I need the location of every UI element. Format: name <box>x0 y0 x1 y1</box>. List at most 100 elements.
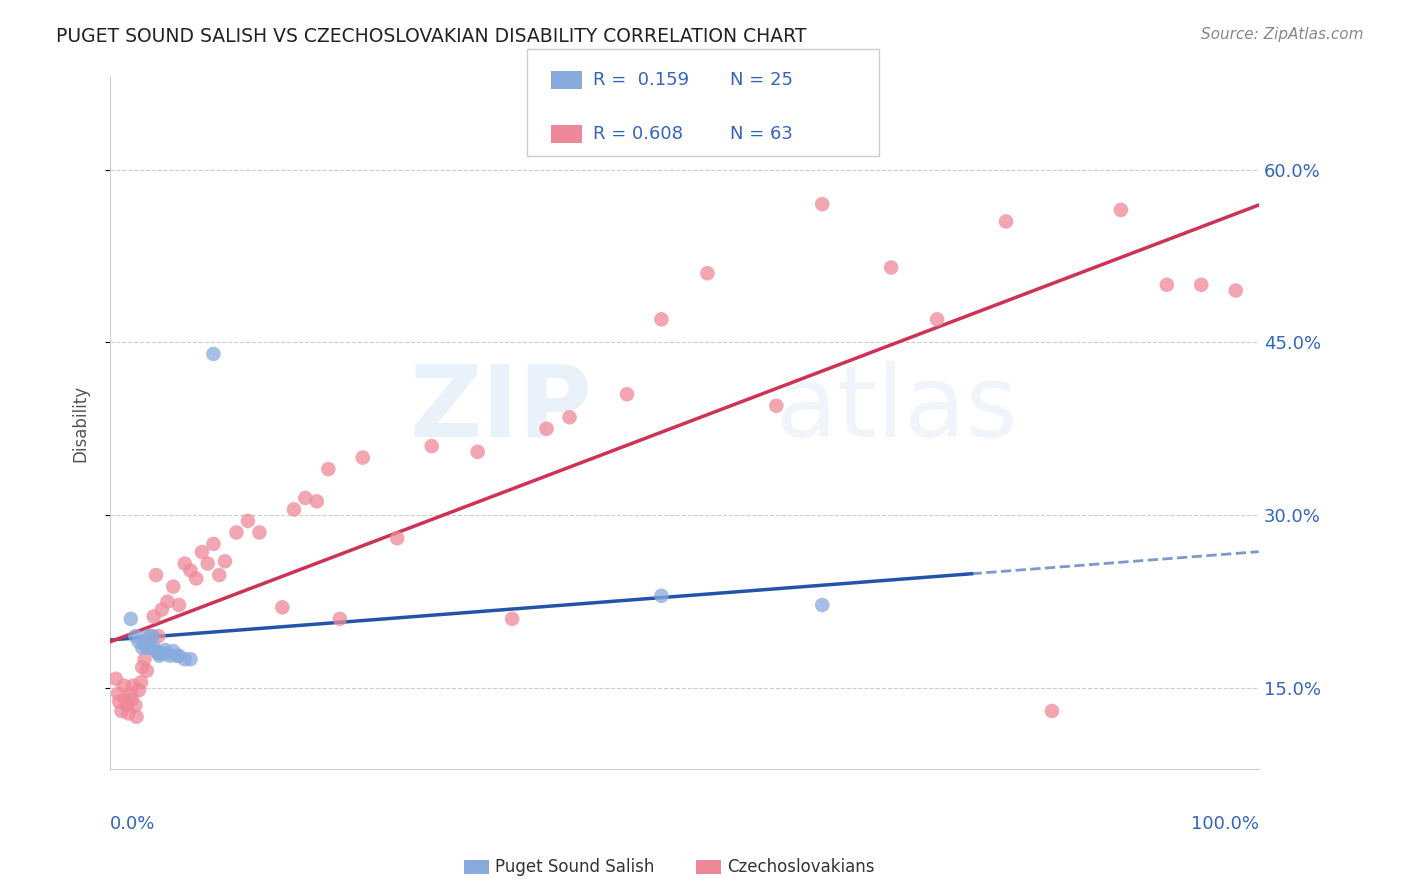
Point <box>225 525 247 540</box>
Point <box>107 687 129 701</box>
Point <box>329 612 352 626</box>
Point <box>765 399 787 413</box>
Point <box>155 643 177 657</box>
Point <box>120 612 142 626</box>
Point <box>120 687 142 701</box>
Point <box>811 598 834 612</box>
Point <box>145 644 167 658</box>
Point <box>1109 202 1132 217</box>
Point <box>696 266 718 280</box>
Point <box>167 598 190 612</box>
Point <box>134 637 156 651</box>
Point <box>139 640 162 655</box>
Text: 100.0%: 100.0% <box>1191 814 1258 833</box>
Point <box>1189 277 1212 292</box>
Point <box>191 545 214 559</box>
Point <box>104 672 127 686</box>
Point <box>925 312 948 326</box>
Point <box>650 312 672 326</box>
Point <box>162 580 184 594</box>
Text: atlas: atlas <box>776 360 1018 458</box>
Point <box>162 644 184 658</box>
Text: Puget Sound Salish: Puget Sound Salish <box>495 858 654 876</box>
Point <box>156 594 179 608</box>
Point <box>136 629 159 643</box>
Point <box>142 629 165 643</box>
Point <box>166 648 188 663</box>
Point <box>121 692 143 706</box>
Point <box>148 647 170 661</box>
Point <box>1225 284 1247 298</box>
Point <box>179 564 201 578</box>
Point <box>124 698 146 713</box>
Point <box>145 568 167 582</box>
Point <box>318 462 340 476</box>
Point <box>173 652 195 666</box>
Point <box>135 640 157 655</box>
Point <box>387 531 409 545</box>
Point <box>305 494 328 508</box>
Point <box>352 450 374 465</box>
Point <box>128 635 150 649</box>
Point <box>142 640 165 655</box>
Point <box>1040 704 1063 718</box>
Point <box>247 525 270 540</box>
Text: N = 25: N = 25 <box>730 71 793 89</box>
Point <box>159 648 181 663</box>
Point <box>108 695 131 709</box>
Point <box>167 648 190 663</box>
Point <box>294 491 316 505</box>
Point <box>536 422 558 436</box>
Point <box>148 648 170 663</box>
Point <box>117 706 139 721</box>
Point <box>650 589 672 603</box>
Point <box>131 640 153 655</box>
Point <box>197 557 219 571</box>
Point <box>179 652 201 666</box>
Text: R =  0.159: R = 0.159 <box>593 71 689 89</box>
Text: PUGET SOUND SALISH VS CZECHOSLOVAKIAN DISABILITY CORRELATION CHART: PUGET SOUND SALISH VS CZECHOSLOVAKIAN DI… <box>56 27 807 45</box>
Point <box>1156 277 1178 292</box>
Point <box>112 679 135 693</box>
Point <box>995 214 1018 228</box>
Point <box>122 679 145 693</box>
Text: ZIP: ZIP <box>409 360 592 458</box>
Point <box>558 410 581 425</box>
Text: 0.0%: 0.0% <box>110 814 156 833</box>
Point <box>117 698 139 713</box>
Point <box>156 647 179 661</box>
Point <box>128 683 150 698</box>
Point <box>811 197 834 211</box>
Point <box>501 612 523 626</box>
Point <box>616 387 638 401</box>
Point <box>271 600 294 615</box>
Point <box>880 260 903 275</box>
Point <box>125 710 148 724</box>
Text: Source: ZipAtlas.com: Source: ZipAtlas.com <box>1201 27 1364 42</box>
Text: N = 63: N = 63 <box>730 125 793 143</box>
Point <box>236 514 259 528</box>
Point <box>283 502 305 516</box>
Point <box>131 660 153 674</box>
Y-axis label: Disability: Disability <box>72 384 89 461</box>
Point <box>150 602 173 616</box>
Point <box>114 692 136 706</box>
Point <box>142 609 165 624</box>
Point <box>208 568 231 582</box>
Point <box>124 629 146 643</box>
Point <box>148 629 170 643</box>
Point <box>467 445 489 459</box>
Text: R = 0.608: R = 0.608 <box>593 125 683 143</box>
Point <box>134 652 156 666</box>
Text: Czechoslovakians: Czechoslovakians <box>727 858 875 876</box>
Point <box>135 664 157 678</box>
Point <box>139 629 162 643</box>
Point <box>202 347 225 361</box>
Point <box>173 557 195 571</box>
Point <box>150 647 173 661</box>
Point <box>129 675 152 690</box>
Point <box>214 554 236 568</box>
Point <box>186 572 208 586</box>
Point <box>202 537 225 551</box>
Point <box>110 704 132 718</box>
